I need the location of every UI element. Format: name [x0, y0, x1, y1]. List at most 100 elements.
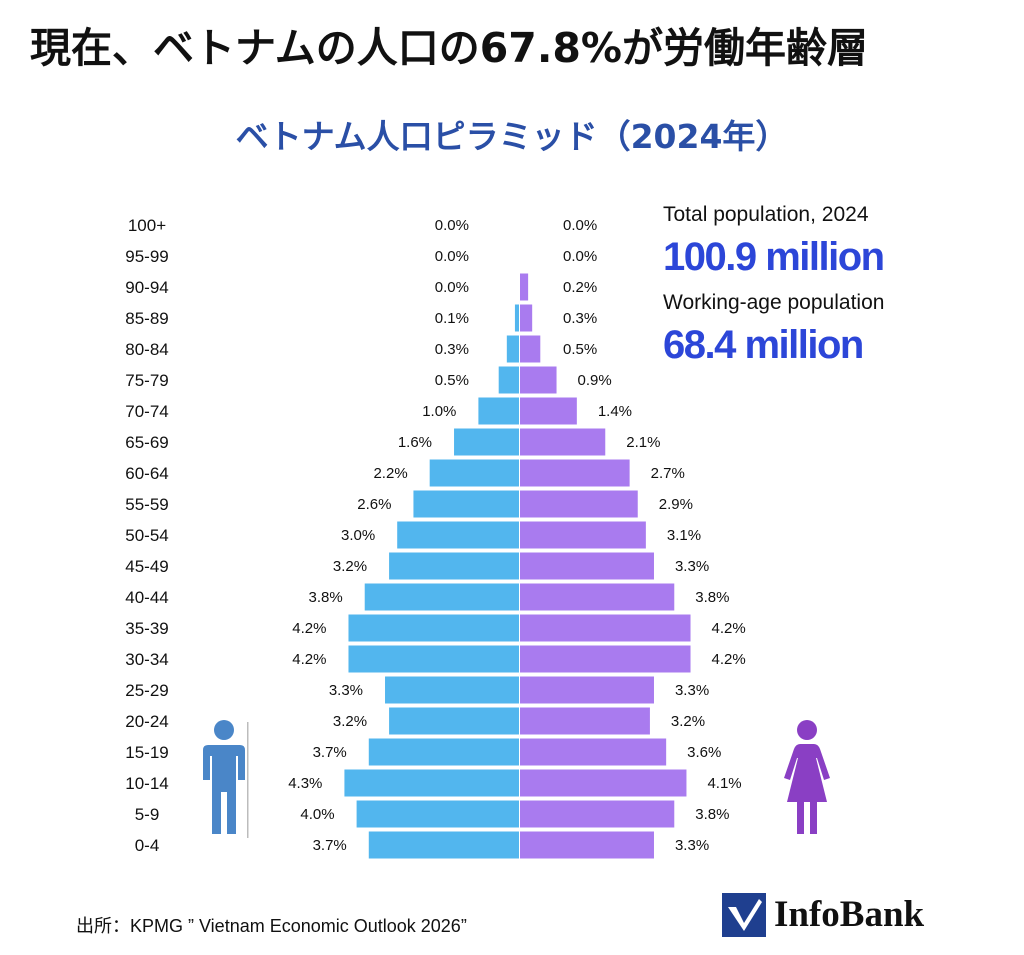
working-age-population-value: 68.4 million [663, 323, 864, 367]
age-group-label: 45-49 [125, 557, 168, 576]
age-group-label: 0-4 [135, 836, 160, 855]
age-group-label: 20-24 [125, 712, 168, 731]
headline: 現在、ベトナムの人口の67.8%が労働年齢層 [30, 24, 869, 72]
female-bar [520, 304, 533, 332]
female-bar [520, 397, 577, 425]
male-bar [348, 614, 519, 642]
female-value-label: 3.8% [695, 589, 729, 606]
female-bar [520, 335, 541, 363]
working-age-population-label: Working-age population [663, 291, 885, 314]
male-value-label: 4.2% [292, 620, 326, 637]
female-value-label: 0.5% [563, 341, 597, 358]
age-group-label: 60-64 [125, 464, 168, 483]
male-bar [454, 428, 519, 456]
female-bar [520, 645, 691, 673]
female-value-label: 4.2% [712, 651, 746, 668]
male-bar [514, 304, 519, 332]
male-value-label: 3.0% [341, 527, 375, 544]
age-group-label: 70-74 [125, 402, 168, 421]
female-value-label: 0.2% [563, 279, 597, 296]
age-group-label: 15-19 [125, 743, 168, 762]
male-value-label: 3.7% [313, 744, 347, 761]
age-group-label: 55-59 [125, 495, 168, 514]
female-value-label: 3.3% [675, 682, 709, 699]
female-value-label: 0.9% [578, 372, 612, 389]
female-bar [520, 273, 529, 301]
male-value-label: 0.0% [435, 248, 469, 265]
male-value-label: 0.1% [435, 310, 469, 327]
female-value-label: 3.3% [675, 837, 709, 854]
male-bar [429, 459, 519, 487]
female-bar [520, 521, 646, 549]
age-group-label: 35-39 [125, 619, 168, 638]
age-group-label: 95-99 [125, 247, 168, 266]
male-value-label: 3.8% [309, 589, 343, 606]
female-bar [520, 583, 675, 611]
logo-text: InfoBank [774, 894, 925, 935]
age-group-label: 40-44 [125, 588, 168, 607]
female-value-label: 0.0% [563, 248, 597, 265]
female-bar [520, 707, 650, 735]
female-value-label: 2.1% [626, 434, 660, 451]
male-value-label: 2.2% [373, 465, 407, 482]
male-value-label: 1.0% [422, 403, 456, 420]
female-value-label: 0.3% [563, 310, 597, 327]
age-group-label: 50-54 [125, 526, 168, 545]
age-group-label: 25-29 [125, 681, 168, 700]
male-bar [385, 676, 519, 704]
female-value-label: 3.6% [687, 744, 721, 761]
male-bar [348, 645, 519, 673]
checkmark-logo-icon [722, 893, 766, 937]
male-bar [389, 707, 519, 735]
age-group-label: 10-14 [125, 774, 168, 793]
male-bar [344, 769, 519, 797]
female-value-label: 3.2% [671, 713, 705, 730]
female-bar [520, 459, 630, 487]
female-value-label: 1.4% [598, 403, 632, 420]
male-value-label: 0.3% [435, 341, 469, 358]
female-bar [520, 831, 654, 859]
male-value-label: 4.3% [288, 775, 322, 792]
male-bar [498, 366, 519, 394]
male-bar [364, 583, 519, 611]
female-bar [520, 614, 691, 642]
female-value-label: 3.1% [667, 527, 701, 544]
female-value-label: 4.2% [712, 620, 746, 637]
age-group-label: 65-69 [125, 433, 168, 452]
male-value-label: 2.6% [357, 496, 391, 513]
female-value-label: 0.0% [563, 217, 597, 234]
age-group-label: 85-89 [125, 309, 168, 328]
male-value-label: 4.0% [300, 806, 334, 823]
male-bar [356, 800, 519, 828]
male-value-label: 3.2% [333, 713, 367, 730]
stats-panel: Total population, 2024 100.9 million Wor… [663, 203, 885, 369]
male-bar [368, 738, 519, 766]
male-value-label: 0.0% [435, 217, 469, 234]
male-bar [478, 397, 519, 425]
female-value-label: 3.8% [695, 806, 729, 823]
female-value-label: 2.7% [651, 465, 685, 482]
male-value-label: 3.7% [313, 837, 347, 854]
age-group-label: 90-94 [125, 278, 168, 297]
male-person-icon [203, 720, 249, 838]
male-value-label: 3.3% [329, 682, 363, 699]
male-bar [389, 552, 519, 580]
female-bar [520, 552, 654, 580]
female-bar [520, 738, 667, 766]
male-value-label: 3.2% [333, 558, 367, 575]
male-value-label: 4.2% [292, 651, 326, 668]
female-value-label: 3.3% [675, 558, 709, 575]
infobank-logo: InfoBank [722, 893, 1002, 937]
female-value-label: 2.9% [659, 496, 693, 513]
male-bar [397, 521, 519, 549]
total-population-label: Total population, 2024 [663, 203, 869, 226]
male-bar [368, 831, 519, 859]
source-citation: 出所：KPMG ” Vietnam Economic Outlook 2026” [76, 916, 467, 936]
female-bar [520, 490, 638, 518]
female-bar [520, 366, 557, 394]
age-group-label: 75-79 [125, 371, 168, 390]
age-group-label: 30-34 [125, 650, 168, 669]
male-bar [413, 490, 519, 518]
female-person-icon [784, 720, 830, 834]
